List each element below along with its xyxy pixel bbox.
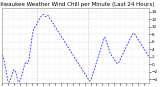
Title: Milwaukee Weather Wind Chill per Minute (Last 24 Hours): Milwaukee Weather Wind Chill per Minute … xyxy=(0,2,155,7)
